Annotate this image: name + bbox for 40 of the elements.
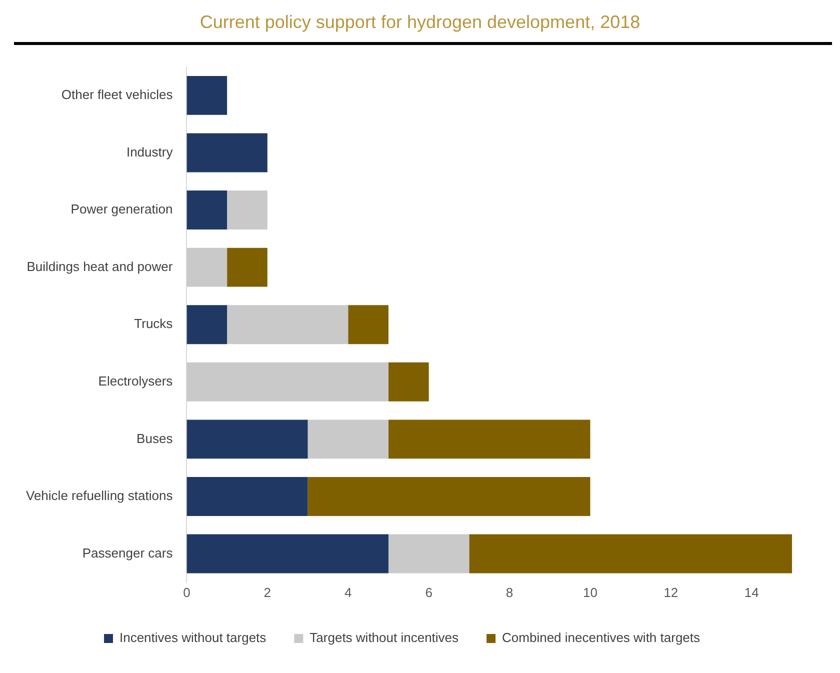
x-tick-label: 12: [664, 584, 678, 600]
y-tick-label: Buildings heat and power: [26, 258, 174, 274]
y-tick-label: Industry: [126, 144, 174, 160]
bar: [186, 133, 268, 172]
bar: [308, 476, 590, 516]
bar: [469, 534, 792, 574]
y-tick-label: Power generation: [70, 202, 173, 217]
x-tick-label: 10: [583, 584, 598, 600]
bar: [227, 248, 268, 287]
y-tick-label: Vehicle refuelling stations: [26, 488, 174, 504]
bar: [186, 305, 228, 344]
x-tick-label: 6: [425, 584, 432, 600]
x-tick-label: 8: [506, 584, 514, 600]
x-tick-label: 14: [744, 584, 759, 600]
y-tick-label: Buses: [136, 430, 174, 446]
x-tick-label: 2: [264, 584, 272, 600]
bar: [186, 420, 308, 459]
y-tick-label: Passenger cars: [82, 545, 174, 560]
bar: [388, 420, 590, 459]
bar: [308, 420, 388, 459]
x-tick-label: 4: [344, 584, 352, 600]
bar: [186, 248, 228, 287]
y-tick-label: Trucks: [134, 316, 174, 332]
bar: [227, 190, 268, 230]
bar: [388, 534, 470, 574]
chart-title: Current policy support for hydrogen development, 2018: [198, 11, 642, 34]
legend-label: Targets without incentives: [310, 630, 460, 646]
bar: [186, 76, 228, 115]
bar: [186, 534, 388, 574]
bar: [186, 362, 388, 402]
legend-label: Combined inecentives with targets: [502, 630, 701, 646]
bar: [348, 305, 388, 344]
x-tick-label: 0: [183, 584, 190, 600]
legend-label: Incentives without targets: [119, 630, 267, 646]
y-tick-label: Other fleet vehicles: [61, 87, 174, 102]
bar: [388, 362, 429, 402]
bar: [227, 305, 348, 344]
bar: [186, 190, 228, 230]
bar: [186, 476, 308, 516]
y-tick-label: Electrolysers: [98, 373, 174, 388]
